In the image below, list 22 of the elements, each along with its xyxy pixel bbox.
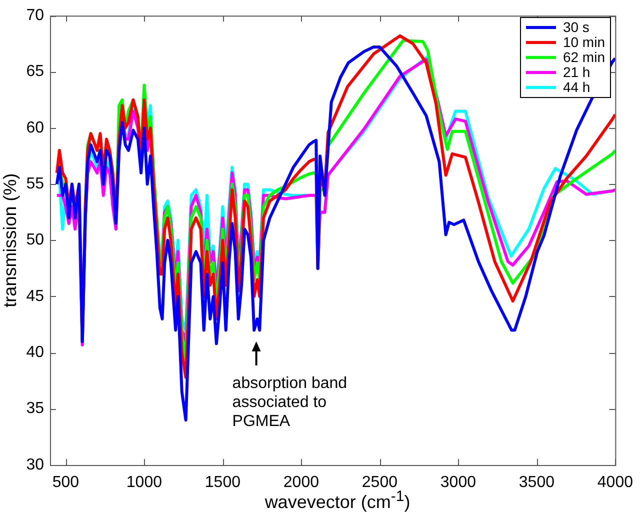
annotation: absorption band associated to PGMEA bbox=[232, 374, 348, 430]
y-tick-label: 45 bbox=[26, 288, 44, 305]
legend-label: 21 h bbox=[562, 64, 590, 80]
y-tick-label: 50 bbox=[26, 232, 44, 249]
y-tick-label: 30 bbox=[26, 456, 44, 474]
legend-label: 44 h bbox=[562, 79, 590, 95]
x-tick-label: 4000 bbox=[597, 474, 634, 492]
y-tick-label: 70 bbox=[26, 7, 44, 24]
legend-label: 10 min bbox=[562, 34, 605, 50]
x-tick-label: 500 bbox=[52, 474, 80, 492]
legend-label: 30 s bbox=[562, 19, 590, 35]
x-tick-label: 1000 bbox=[126, 474, 162, 492]
x-tick-label: 1500 bbox=[204, 474, 241, 492]
y-tick-label: 60 bbox=[26, 119, 44, 136]
y-tick-label: 35 bbox=[26, 400, 44, 418]
x-tick-label: 3000 bbox=[440, 474, 476, 492]
legend-label: 62 min bbox=[562, 49, 605, 65]
y-tick-label: 40 bbox=[26, 344, 44, 362]
y-tick-label: 65 bbox=[26, 63, 44, 80]
x-tick-label: 3500 bbox=[518, 474, 555, 492]
y-axis-title: transmission (%) bbox=[0, 173, 20, 308]
y-tick-label: 55 bbox=[26, 176, 44, 193]
